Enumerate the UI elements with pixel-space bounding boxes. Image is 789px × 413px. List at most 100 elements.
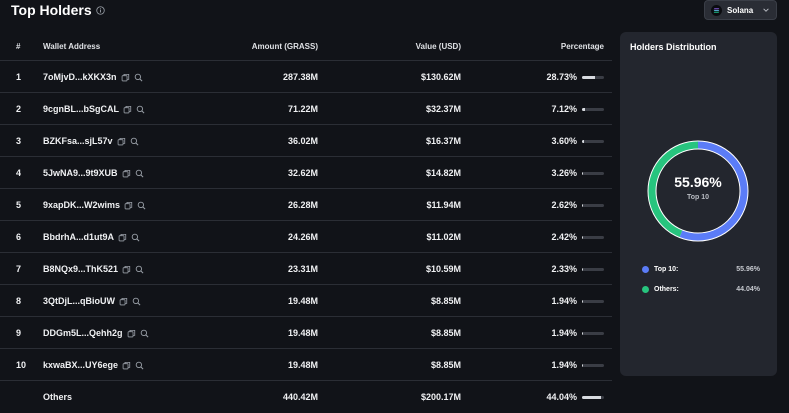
rank: 3 [16,136,22,146]
wallet-cell: BbdrhA...d1ut9A [43,232,140,242]
rank: 7 [16,264,22,274]
wallet-cell: Others [43,392,72,402]
donut-center-label: Top 10 [686,194,710,201]
percentage-bar-fill [582,236,584,239]
value-usd: $11.02M [426,232,461,242]
value-usd: $8.85M [430,360,461,370]
column-amount: Amount (GRASS) [251,42,318,51]
wallet-address[interactable]: 3QtDjL...qBioUW [43,296,115,306]
wallet-cell: kxwaBX...UY6ege [43,360,144,370]
percentage-bar-fill [582,332,583,335]
table-row: 6 BbdrhA...d1ut9A 24.26M $11.02M 2.42% [0,221,612,253]
page-title: Top Holders [11,2,92,18]
percentage-bar [582,76,604,79]
donut-center-value: 55.96% [674,174,722,190]
rank: 10 [16,360,27,370]
percentage-bar-fill [582,268,584,271]
amount: 71.22M [287,104,318,114]
copy-icon[interactable] [118,233,127,242]
search-icon[interactable] [131,233,140,242]
search-icon[interactable] [136,105,145,114]
rank: 8 [16,296,22,306]
search-icon[interactable] [137,201,146,210]
search-icon[interactable] [132,297,141,306]
value-usd: $130.62M [420,72,461,82]
amount: 440.42M [282,392,318,402]
wallet-cell: B8NQx9...ThK521 [43,264,144,274]
value-usd: $10.59M [425,264,461,274]
search-icon[interactable] [135,169,144,178]
search-icon[interactable] [130,137,139,146]
percentage-bar-fill [582,172,584,175]
search-icon[interactable] [135,265,144,274]
wallet-address[interactable]: 9cgnBL...bSgCAL [43,104,119,114]
percentage: 1.94% [551,360,577,370]
holders-distribution-panel: Holders Distribution 55.96% Top 10 Top 1… [620,32,777,376]
rank: 2 [16,104,22,114]
percentage-bar [582,140,604,143]
wallet-address[interactable]: BZKFsa...sjL57v [43,136,113,146]
amount: 287.38M [282,72,318,82]
others-row: Others 440.42M $200.17M 44.04% [0,381,612,413]
wallet-cell: 9xapDK...W2wims [43,200,146,210]
legend-label: Top 10: [654,265,679,273]
amount: 23.31M [287,264,318,274]
copy-icon[interactable] [127,329,136,338]
copy-icon[interactable] [122,265,131,274]
wallet-address[interactable]: DDGm5L...Qehh2g [43,328,123,338]
percentage: 1.94% [551,328,577,338]
search-icon[interactable] [135,361,144,370]
copy-icon[interactable] [123,105,132,114]
amount: 32.62M [287,168,318,178]
copy-icon[interactable] [122,169,131,178]
percentage-bar-fill [582,364,583,367]
copy-icon[interactable] [117,137,126,146]
table-row: 3 BZKFsa...sjL57v 36.02M $16.37M 3.60% [0,125,612,157]
copy-icon[interactable] [122,361,131,370]
legend-value: 55.96% [736,265,760,273]
wallet-address[interactable]: BbdrhA...d1ut9A [43,232,114,242]
legend-others: Others: 44.04% [642,283,760,295]
copy-icon[interactable] [124,201,133,210]
search-icon[interactable] [134,73,143,82]
percentage-bar [582,204,604,207]
percentage-bar [582,396,604,399]
copy-icon[interactable] [121,73,130,82]
percentage: 44.04% [546,392,577,402]
legend-top10: Top 10: 55.96% [642,263,760,275]
column-value: Value (USD) [415,42,461,51]
search-icon[interactable] [140,329,149,338]
value-usd: $8.85M [430,296,461,306]
value-usd: $8.85M [430,328,461,338]
rank: 6 [16,232,22,242]
info-icon[interactable] [96,6,105,15]
percentage: 7.12% [551,104,577,114]
rank: 5 [16,200,22,210]
wallet-address[interactable]: 5JwNA9...9t9XUB [43,168,118,178]
legend-value: 44.04% [736,285,760,293]
wallet-address[interactable]: 9xapDK...W2wims [43,200,121,210]
rank: 4 [16,168,22,178]
percentage: 1.94% [551,296,577,306]
column-rank: # [16,42,21,51]
legend-label: Others: [654,285,679,293]
amount: 19.48M [287,360,318,370]
percentage-bar [582,300,604,303]
panel-title: Holders Distribution [630,42,717,52]
amount: 36.02M [287,136,318,146]
wallet-address[interactable]: B8NQx9...ThK521 [43,264,119,274]
wallet-address[interactable]: kxwaBX...UY6ege [43,360,119,370]
table-row: 5 9xapDK...W2wims 26.28M $11.94M 2.62% [0,189,612,221]
table-header: # Wallet Address Amount (GRASS) Value (U… [0,33,612,61]
table-row: 10 kxwaBX...UY6ege 19.48M $8.85M 1.94% [0,349,612,381]
table-row: 9 DDGm5L...Qehh2g 19.48M $8.85M 1.94% [0,317,612,349]
value-usd: $200.17M [420,392,461,402]
amount: 26.28M [287,200,318,210]
wallet-address[interactable]: 7oMjvD...kXKX3n [43,72,117,82]
percentage: 2.62% [551,200,577,210]
percentage: 2.33% [551,264,577,274]
amount: 24.26M [287,232,318,242]
copy-icon[interactable] [119,297,128,306]
percentage: 2.42% [551,232,577,242]
chain-selector[interactable]: Solana [704,0,777,20]
